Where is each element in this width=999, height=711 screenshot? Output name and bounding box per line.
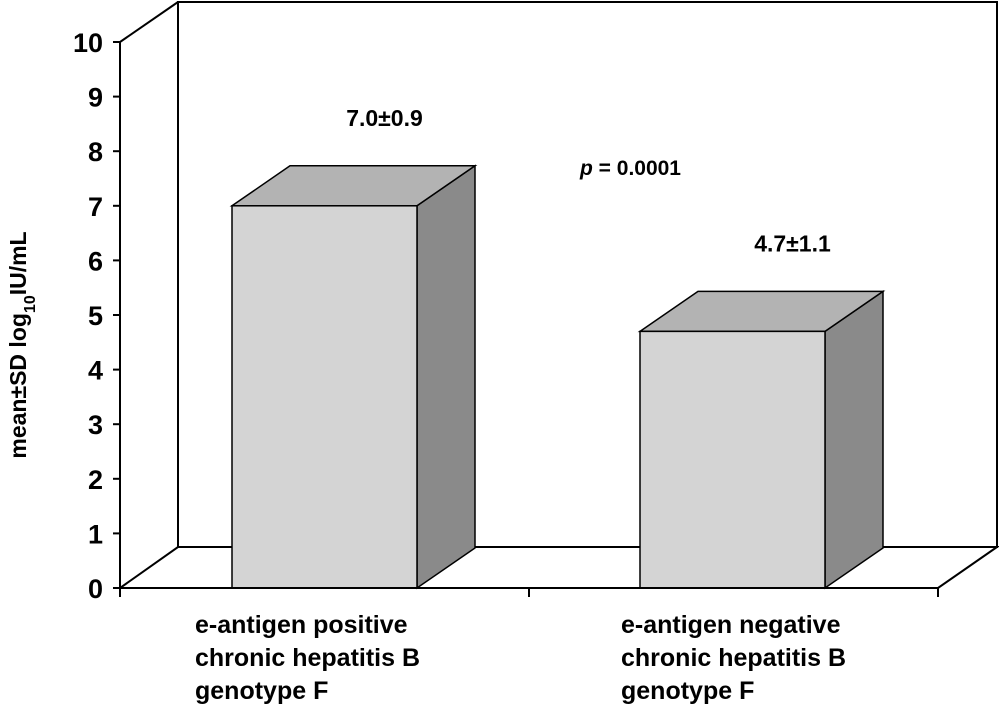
category-label-line: genotype F	[195, 677, 328, 705]
p-value-symbol: p	[579, 157, 593, 180]
y-axis-label-sub: 10	[22, 295, 39, 313]
data-label: 4.7±1.1	[754, 230, 831, 256]
data-labels: 7.0±0.9 4.7±1.1	[346, 105, 831, 257]
y-axis-label-unit: IU/mL	[5, 231, 31, 295]
y-tick-label: 9	[88, 83, 103, 113]
category-label-line: genotype F	[621, 677, 754, 705]
y-tick-label: 10	[73, 28, 103, 58]
bar	[637, 289, 886, 590]
y-axis-label-main: mean±SD log	[5, 313, 31, 459]
category-label-line: e-antigen negative	[621, 611, 841, 639]
y-tick-label: 5	[88, 301, 103, 331]
y-ticks: 0 1 2 3 4 5 6 7 8 9 10	[73, 28, 120, 604]
bar-side	[416, 164, 476, 590]
p-value-text: = 0.0001	[593, 157, 681, 180]
category-label-line: e-antigen positive	[195, 611, 408, 639]
category-label-line: chronic hepatitis B	[621, 644, 846, 672]
category-label-line: chronic hepatitis B	[195, 644, 420, 672]
bar-front	[639, 330, 826, 589]
y-tick-label: 4	[88, 356, 103, 386]
depth-line-top	[119, 1, 179, 43]
bar	[229, 164, 478, 590]
y-tick-label: 8	[88, 137, 103, 167]
p-value-annotation: p = 0.0001	[579, 157, 681, 180]
bar-front	[231, 205, 418, 589]
category-labels: e-antigen positive chronic hepatitis B gen…	[195, 611, 846, 705]
y-tick-label: 7	[88, 192, 103, 222]
y-tick-label: 1	[88, 519, 103, 549]
x-ticks	[119, 588, 939, 597]
y-tick-label: 3	[88, 410, 103, 440]
data-label: 7.0±0.9	[346, 105, 423, 131]
y-tick-label: 0	[88, 574, 103, 604]
category-label: e-antigen negative chronic hepatitis B gen…	[621, 611, 846, 705]
category-label: e-antigen positive chronic hepatitis B gen…	[195, 611, 420, 705]
y-tick-label: 6	[88, 246, 103, 276]
bars	[120, 164, 938, 590]
y-tick-label: 2	[88, 465, 103, 495]
y-axis-label: mean±SD log10IU/mL	[5, 231, 39, 458]
bar-side	[824, 289, 884, 590]
